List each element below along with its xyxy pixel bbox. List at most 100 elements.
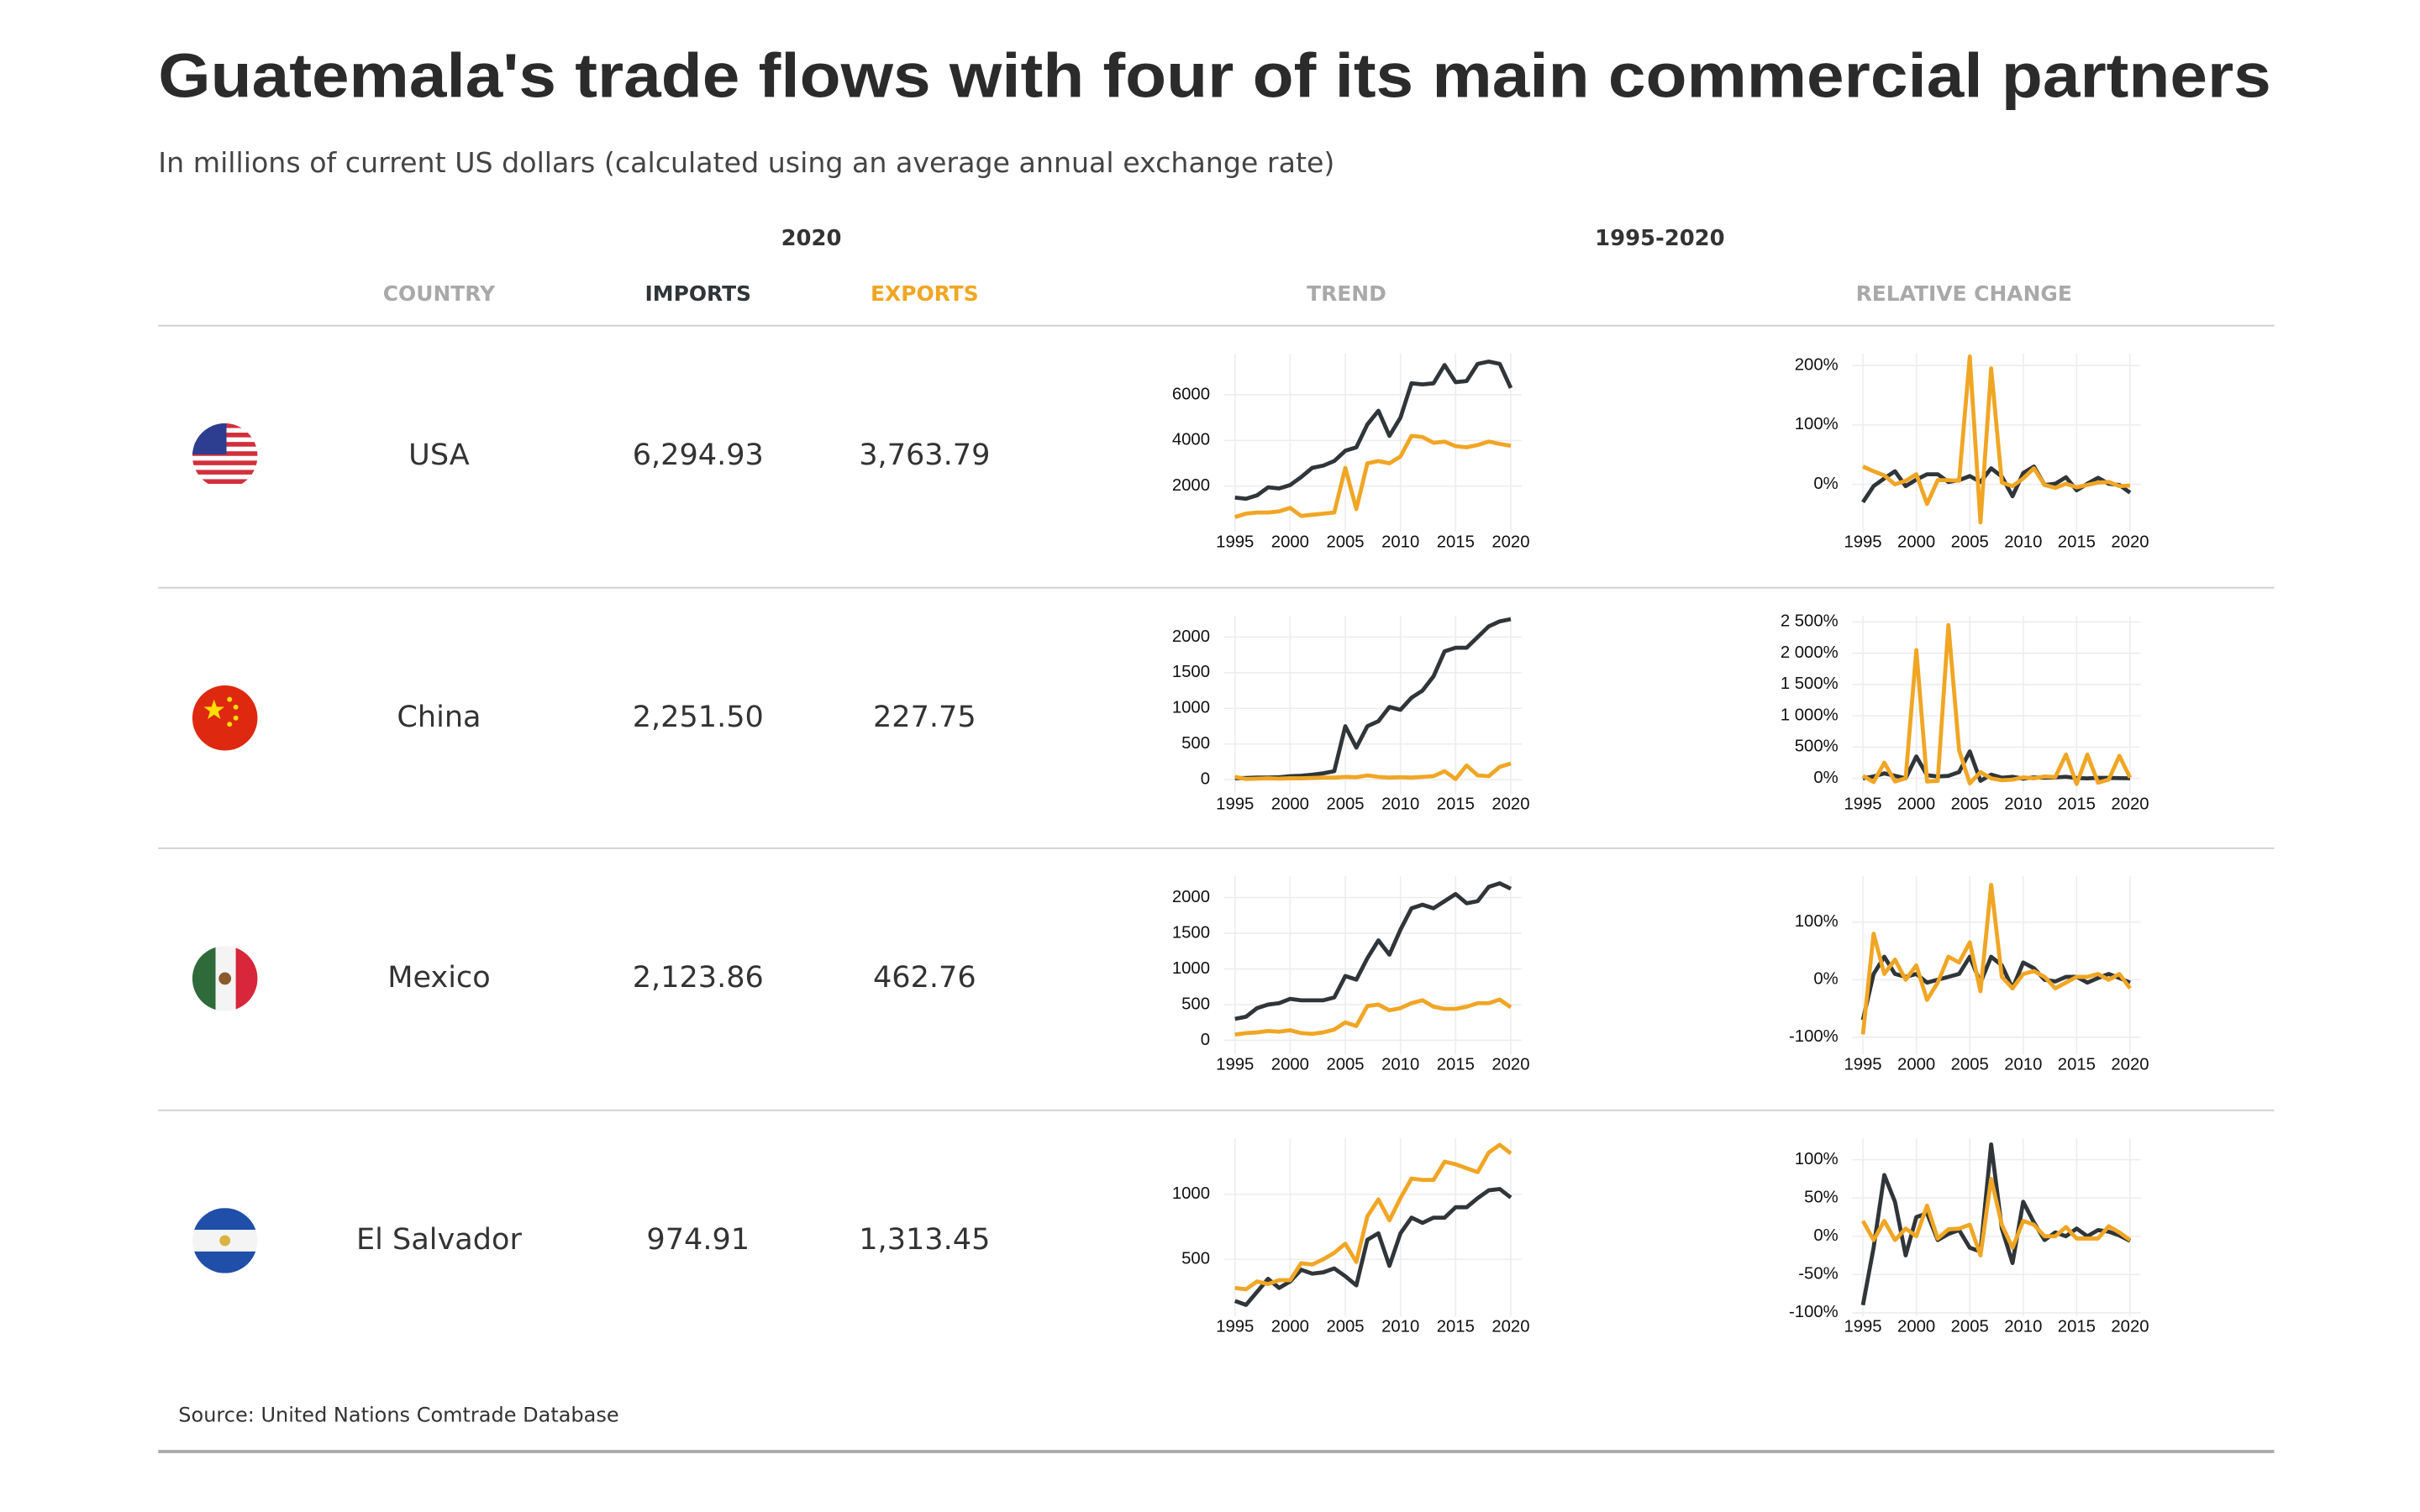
x-tick-label: 2010 [2004,533,2042,552]
y-tick-label: 6000 [1172,385,1210,403]
flag-el-salvador [192,1208,258,1273]
country-name: El Salvador [356,1222,522,1257]
value-cell: 974.91 [646,1222,750,1257]
column-header: TREND [1307,281,1386,306]
y-tick-label: 0% [1813,769,1838,787]
series-line [1234,881,1512,1021]
x-tick-label: 2005 [1951,1056,1989,1074]
value-cell: 462.76 [873,960,976,995]
x-tick-label: 2010 [1381,795,1419,814]
x-tick-label: 2005 [1326,795,1364,814]
x-tick-label: 2005 [1326,1056,1364,1074]
y-tick-label: 1000 [1172,1184,1210,1203]
y-tick-label: 2000 [1172,476,1210,495]
x-tick-label: 2015 [2058,1056,2096,1074]
x-tick-label: 1995 [1216,795,1254,814]
x-tick-label: 2015 [1437,1318,1475,1336]
x-tick-label: 2020 [2111,1318,2149,1336]
x-tick-label: 2000 [1897,1056,1935,1074]
x-tick-label: 2020 [2111,1056,2149,1074]
x-tick-label: 2000 [1271,795,1309,814]
column-header: EXPORTS [871,281,979,306]
y-tick-label: 0 [1201,770,1210,789]
y-tick-label: 2 000% [1781,643,1839,662]
series-line [1861,622,2133,786]
y-tick-label: 1000 [1172,959,1210,978]
x-tick-label: 1995 [1216,533,1254,552]
x-tick-label: 2015 [2058,1318,2096,1336]
x-tick-label: 2010 [2004,795,2042,814]
y-tick-label: -100% [1789,1027,1839,1046]
x-tick-label: 2015 [2058,533,2096,552]
x-tick-label: 2005 [1951,533,1989,552]
series-line [1234,1142,1512,1292]
x-tick-label: 1995 [1844,795,1881,814]
y-tick-label: 0 [1201,1031,1210,1049]
y-tick-label: 500% [1795,738,1839,756]
y-tick-label: 500 [1181,734,1210,753]
x-tick-label: 2005 [1951,1318,1989,1336]
x-tick-label: 2015 [1437,533,1475,552]
y-tick-label: 4000 [1172,431,1210,449]
y-tick-label: 0% [1813,970,1838,989]
x-tick-label: 1995 [1216,1318,1254,1336]
x-tick-label: 1995 [1844,1056,1881,1074]
group-header: 1995-2020 [1595,226,1724,251]
series-line [1234,997,1512,1037]
flag-mexico [192,946,258,1011]
x-tick-label: 2020 [2111,795,2149,814]
value-cell: 6,294.93 [633,438,764,472]
x-tick-label: 2010 [2004,1318,2042,1336]
column-header: RELATIVE CHANGE [1856,281,2072,306]
y-tick-label: 100% [1795,415,1839,433]
x-tick-label: 2000 [1897,533,1935,552]
column-header: IMPORTS [645,281,751,306]
y-tick-label: 2 500% [1781,612,1839,631]
y-tick-label: 0% [1813,1226,1838,1245]
series-line [1860,1142,2132,1306]
x-tick-label: 2020 [1491,1318,1529,1336]
subtitle: In millions of current US dollars (calcu… [158,146,1334,179]
x-tick-label: 2005 [1326,1318,1364,1336]
y-tick-label: 1500 [1172,663,1210,681]
x-tick-label: 2020 [2111,533,2149,552]
y-tick-label: 2000 [1172,627,1210,646]
x-tick-label: 2010 [1381,533,1419,552]
x-tick-label: 2005 [1951,795,1989,814]
series-line [1234,1187,1512,1307]
series-line [1860,882,2132,1035]
x-tick-label: 1995 [1844,533,1881,552]
y-tick-label: 1 000% [1781,706,1839,724]
y-tick-label: 500 [1181,1250,1210,1268]
title: Guatemala's trade flows with four of its… [158,41,2270,111]
y-tick-label: 100% [1795,912,1839,931]
x-tick-label: 2010 [1381,1318,1419,1336]
x-tick-label: 2015 [2058,795,2096,814]
flag-usa [192,423,258,489]
x-tick-label: 2000 [1271,1318,1309,1336]
x-tick-label: 2015 [1437,1056,1475,1074]
y-tick-label: 1 500% [1781,675,1839,693]
x-tick-label: 2015 [1437,795,1475,814]
value-cell: 1,313.45 [859,1222,990,1257]
series-line [1862,354,2131,525]
x-tick-label: 2020 [1491,533,1529,552]
y-tick-label: 200% [1795,355,1839,374]
source: Source: United Nations Comtrade Database [178,1404,618,1427]
x-tick-label: 2000 [1897,1318,1935,1336]
x-tick-label: 2000 [1271,533,1309,552]
x-tick-label: 2000 [1271,1056,1309,1074]
value-cell: 2,251.50 [633,700,764,734]
y-tick-label: 100% [1795,1150,1839,1168]
x-tick-label: 1995 [1844,1318,1881,1336]
y-tick-label: -100% [1789,1303,1839,1321]
y-tick-label: 2000 [1172,888,1210,906]
series-line [1234,360,1513,501]
y-tick-label: -50% [1798,1265,1838,1284]
x-tick-label: 2020 [1491,795,1529,814]
series-line [1234,433,1512,519]
y-tick-label: 0% [1813,475,1838,493]
x-tick-label: 1995 [1216,1056,1254,1074]
